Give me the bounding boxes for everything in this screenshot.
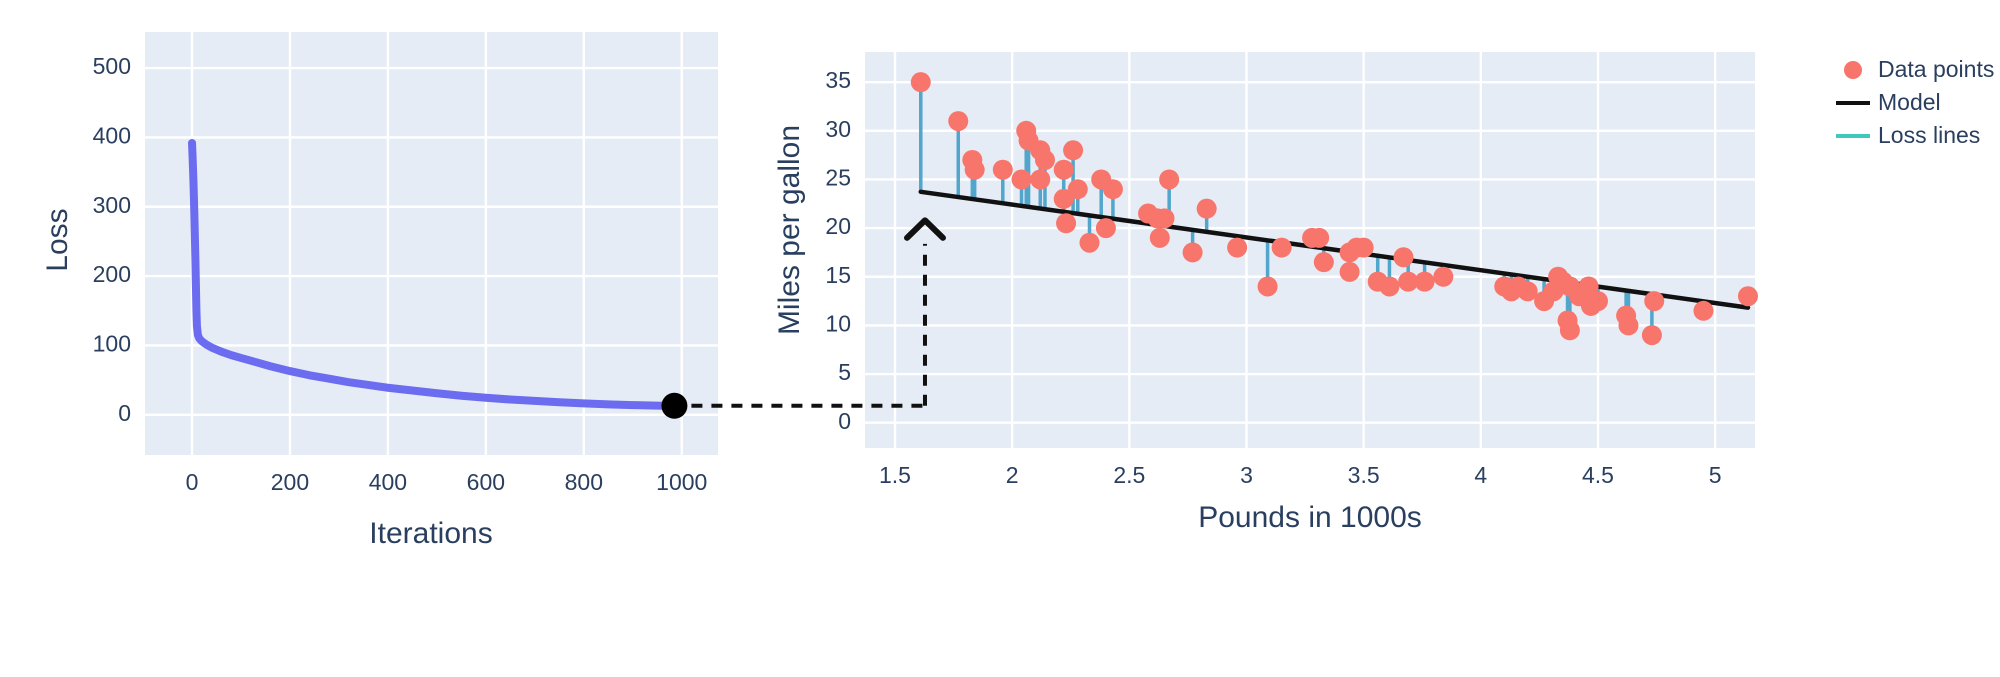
left-y-axis-title: Loss (41, 208, 74, 272)
loss-lines-icon (1836, 133, 1870, 138)
svg-text:35: 35 (825, 67, 851, 93)
svg-text:20: 20 (825, 213, 851, 239)
svg-text:25: 25 (825, 165, 851, 191)
svg-text:400: 400 (369, 469, 407, 495)
arrowhead-icon (903, 217, 946, 241)
svg-text:400: 400 (93, 122, 131, 148)
svg-text:0: 0 (186, 469, 199, 495)
svg-text:10: 10 (825, 310, 851, 336)
svg-text:5: 5 (1709, 462, 1722, 488)
loss-chart-gridlines (145, 32, 718, 455)
scatter-chart-plot-area[interactable]: 1.5 2 2.5 3 3.5 4 4.5 5 0 5 10 15 20 25 30 35 (825, 52, 1755, 488)
svg-text:15: 15 (825, 262, 851, 288)
svg-text:100: 100 (93, 331, 131, 357)
connector-arrow (691, 217, 946, 408)
left-x-axis-title: Iterations (369, 517, 493, 550)
loss-chart-plot-area[interactable]: 0 200 400 600 800 1000 0 100 200 300 400 500 (93, 32, 718, 495)
svg-text:2.5: 2.5 (1113, 462, 1145, 488)
model-line (918, 189, 1751, 310)
legend: Data points Model Loss lines (1836, 56, 1995, 148)
svg-text:1000: 1000 (656, 469, 707, 495)
legend-label: Loss lines (1878, 122, 1981, 148)
svg-text:5: 5 (838, 359, 851, 385)
right-y-axis-title: Miles per gallon (773, 124, 806, 336)
final-loss-dot (661, 392, 688, 419)
legend-item-data-points[interactable]: Data points (1836, 56, 1995, 82)
svg-text:500: 500 (93, 53, 131, 79)
svg-text:3.5: 3.5 (1348, 462, 1380, 488)
svg-text:600: 600 (467, 469, 505, 495)
legend-item-loss-lines[interactable]: Loss lines (1836, 122, 1994, 148)
scatter-chart-tick-labels: 1.5 2 2.5 3 3.5 4 4.5 5 0 5 10 15 20 25 30 35 (825, 67, 1721, 488)
right-x-axis-title: Pounds in 1000s (1198, 501, 1422, 534)
model-line-icon (1836, 100, 1870, 105)
legend-label: Model (1878, 89, 1941, 115)
legend-item-model[interactable]: Model (1836, 89, 1994, 115)
data-points-dot-icon (1836, 60, 1870, 79)
loss-curve-line (188, 138, 686, 411)
svg-text:200: 200 (93, 261, 131, 287)
scatter-chart-gridlines (865, 52, 1755, 448)
loss-chart-tick-labels: 0 200 400 600 800 1000 0 100 200 300 400 500 (93, 53, 708, 495)
svg-text:4: 4 (1474, 462, 1487, 488)
data-points (910, 72, 1758, 346)
svg-text:0: 0 (838, 408, 851, 434)
svg-text:4.5: 4.5 (1582, 462, 1614, 488)
svg-text:1.5: 1.5 (879, 462, 911, 488)
svg-text:30: 30 (825, 116, 851, 142)
svg-text:300: 300 (93, 192, 131, 218)
svg-text:800: 800 (565, 469, 603, 495)
legend-label: Data points (1878, 56, 1995, 82)
svg-text:0: 0 (118, 400, 131, 426)
svg-text:200: 200 (271, 469, 309, 495)
svg-text:2: 2 (1006, 462, 1019, 488)
svg-text:3: 3 (1240, 462, 1253, 488)
